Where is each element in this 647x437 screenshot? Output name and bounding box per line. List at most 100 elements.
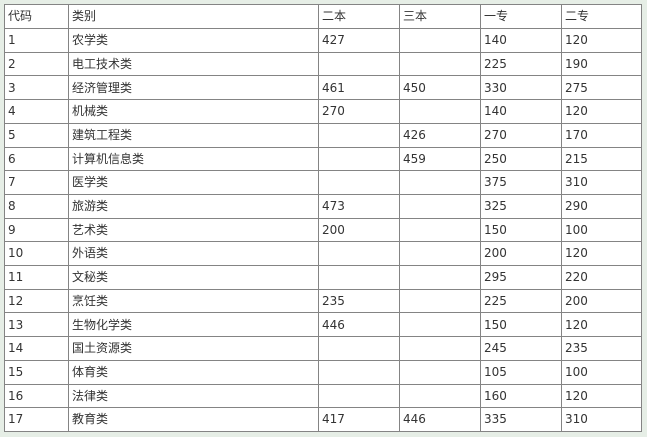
code-cell: 5 [4,122,69,148]
score-cell [399,383,481,409]
score-cell: 310 [561,407,642,432]
code-cell: 15 [4,359,69,385]
score-cell: 427 [318,28,400,53]
category-cell: 国土资源类 [68,336,319,361]
column-header: 三本 [399,4,481,29]
table-row: 1 农学类 427 140 120 [4,28,642,53]
table-row: 14 国土资源类 245 235 [4,336,642,361]
score-cell: 325 [480,193,562,219]
score-cell: 290 [561,193,642,219]
score-cell: 150 [480,312,562,338]
score-cell: 225 [480,51,562,77]
score-cell: 150 [480,217,562,243]
score-cell: 120 [561,99,642,124]
score-cell [318,359,400,385]
score-cell: 446 [399,407,481,432]
score-cell [399,312,481,338]
score-cell: 310 [561,170,642,195]
score-cell [318,122,400,148]
score-cell: 225 [480,288,562,314]
score-cell: 235 [561,336,642,361]
score-cell: 250 [480,146,562,172]
category-cell: 电工技术类 [68,51,319,77]
score-cell: 200 [561,288,642,314]
score-cell: 105 [480,359,562,385]
code-cell: 4 [4,99,69,124]
code-cell: 2 [4,51,69,77]
score-cell: 375 [480,170,562,195]
score-cell: 450 [399,75,481,101]
score-cell: 100 [561,217,642,243]
score-cell: 220 [561,265,642,290]
category-cell: 教育类 [68,407,319,432]
category-cell: 生物化学类 [68,312,319,338]
score-cell: 160 [480,383,562,409]
table-header: 代码 类别 二本 三本 一专 二专 [4,4,642,29]
code-cell: 8 [4,193,69,219]
score-cell [399,241,481,267]
score-cell: 120 [561,241,642,267]
score-cell [318,383,400,409]
score-cell: 446 [318,312,400,338]
table-row: 12 烹饪类 235 225 200 [4,288,642,314]
category-cell: 机械类 [68,99,319,124]
code-cell: 14 [4,336,69,361]
code-cell: 12 [4,288,69,314]
code-cell: 6 [4,146,69,172]
table-row: 10 外语类 200 120 [4,241,642,267]
table-row: 16 法律类 160 120 [4,383,642,409]
score-cell: 330 [480,75,562,101]
category-cell: 农学类 [68,28,319,53]
score-cell: 100 [561,359,642,385]
score-cell [399,28,481,53]
score-cell: 270 [318,99,400,124]
score-cell: 170 [561,122,642,148]
code-cell: 1 [4,28,69,53]
code-cell: 10 [4,241,69,267]
score-cell [399,265,481,290]
category-cell: 文秘类 [68,265,319,290]
score-cell: 140 [480,28,562,53]
column-header: 类别 [68,4,319,29]
column-header: 二本 [318,4,400,29]
column-header: 代码 [4,4,69,29]
table-row: 6 计算机信息类 459 250 215 [4,146,642,172]
score-cell [318,170,400,195]
score-cell: 235 [318,288,400,314]
column-header: 二专 [561,4,642,29]
score-cell: 120 [561,28,642,53]
score-cell [318,241,400,267]
score-cell [399,51,481,77]
score-cell [399,99,481,124]
score-cell: 245 [480,336,562,361]
table-row: 7 医学类 375 310 [4,170,642,195]
category-cell: 经济管理类 [68,75,319,101]
score-cell [399,217,481,243]
score-cell [399,359,481,385]
score-cell: 200 [318,217,400,243]
category-cell: 旅游类 [68,193,319,219]
category-cell: 体育类 [68,359,319,385]
table-row: 9 艺术类 200 150 100 [4,217,642,243]
category-cell: 医学类 [68,170,319,195]
table-row: 5 建筑工程类 426 270 170 [4,122,642,148]
score-cell: 270 [480,122,562,148]
score-cell: 275 [561,75,642,101]
score-cell [399,336,481,361]
category-cell: 计算机信息类 [68,146,319,172]
code-cell: 17 [4,407,69,432]
category-cell: 艺术类 [68,217,319,243]
score-cell [399,288,481,314]
code-cell: 11 [4,265,69,290]
table-row: 3 经济管理类 461 450 330 275 [4,75,642,101]
score-cell: 295 [480,265,562,290]
score-cell: 459 [399,146,481,172]
table-body: 1 农学类 427 140 120 2 电工技术类 225 190 3 经济管理类 461 450 330… [4,28,642,432]
score-cell: 200 [480,241,562,267]
category-cell: 烹饪类 [68,288,319,314]
code-cell: 16 [4,383,69,409]
score-cell [318,146,400,172]
score-cell: 417 [318,407,400,432]
score-cell [318,265,400,290]
